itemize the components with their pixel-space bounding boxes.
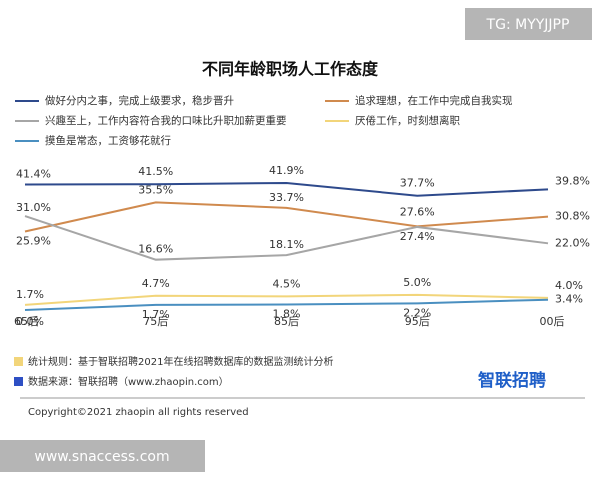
data-label: 41.5% [138, 165, 173, 178]
data-label: 1.7% [16, 288, 44, 301]
data-label: 4.5% [273, 277, 301, 290]
note: 数据来源：智联招聘（www.zhaopin.com） [28, 375, 229, 388]
data-label: 5.0% [403, 276, 431, 289]
data-label: 41.4% [16, 168, 51, 181]
logo: 智联招聘 [478, 370, 546, 391]
legend-label: 摸鱼是常态，工资够花就行 [45, 134, 171, 147]
data-label: 1.7% [142, 308, 170, 321]
x-tick-label: 00后 [540, 315, 565, 328]
x-tick-label: 85后 [274, 315, 299, 328]
legend-label: 兴趣至上，工作内容符合我的口味比升职加薪更重要 [45, 114, 287, 127]
data-label: 3.4% [555, 293, 583, 306]
series-line [24, 201, 549, 233]
x-tick-label: 65后 [14, 315, 39, 328]
legend-label: 做好分内之事，完成上级要求，稳步晋升 [45, 94, 234, 107]
series-line [24, 215, 549, 261]
data-label: 37.7% [400, 177, 435, 190]
data-label: 30.8% [555, 210, 590, 223]
data-label: 4.7% [142, 277, 170, 290]
data-label: 4.0% [555, 279, 583, 292]
data-label: 27.6% [400, 205, 435, 218]
data-label: 25.9% [16, 234, 51, 247]
data-label: 33.7% [269, 191, 304, 204]
legend-label: 追求理想，在工作中完成自我实现 [355, 94, 513, 107]
note: 统计规则：基于智联招聘2021年在线招聘数据库的数据监测统计分析 [28, 355, 333, 368]
series-line [24, 298, 549, 311]
data-label: 1.8% [273, 308, 301, 321]
data-label: 41.9% [269, 164, 304, 177]
data-label: 16.6% [138, 243, 173, 256]
x-tick-label: 75后 [143, 315, 168, 328]
data-label: 18.1% [269, 238, 304, 251]
copyright: Copyright©2021 zhaopin all rights reserv… [28, 407, 249, 418]
watermark-box [0, 440, 205, 472]
watermark: www.snaccess.com [34, 449, 169, 465]
note-icon [14, 377, 23, 386]
series-line [24, 181, 549, 197]
legend-label: 厌倦工作，时刻想离职 [355, 114, 460, 127]
data-label: 0.0% [16, 315, 44, 328]
data-label: 31.0% [16, 201, 51, 214]
data-label: 35.5% [138, 183, 173, 196]
data-label: 27.4% [400, 230, 435, 243]
series-line [24, 293, 549, 306]
watermark-box [465, 8, 592, 40]
watermark: TG: MYYJJPP [486, 17, 570, 33]
data-label: 39.8% [555, 174, 590, 187]
data-label: 2.2% [403, 306, 431, 319]
x-tick-label: 95后 [405, 315, 430, 328]
chart-title: 不同年龄职场人工作态度 [202, 60, 379, 79]
data-label: 22.0% [555, 236, 590, 249]
note-icon [14, 357, 23, 366]
